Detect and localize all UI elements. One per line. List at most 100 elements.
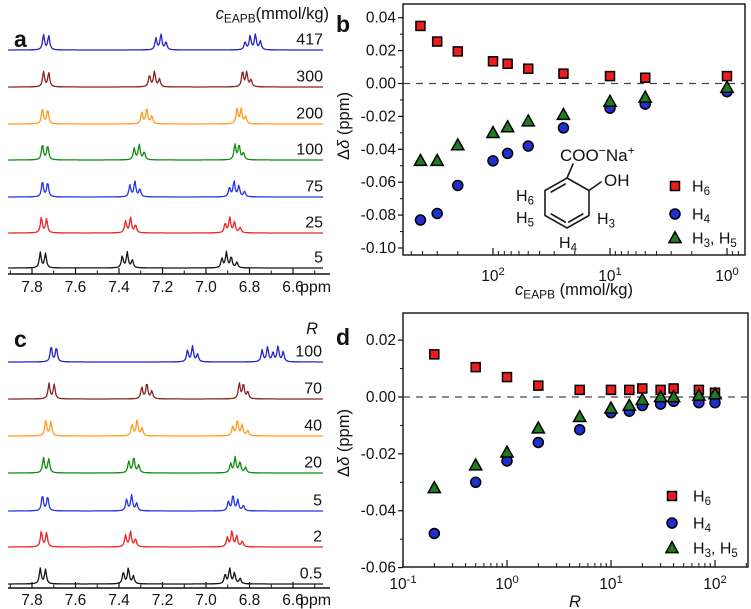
molecule-bond-oh [588, 181, 602, 192]
x-tick-label: 7.2 [152, 592, 174, 609]
x-tick-label: 7.8 [21, 592, 43, 609]
data-point-h6 [522, 63, 534, 74]
data-point-h3h5 [602, 93, 618, 107]
legend-marker-h6 [669, 180, 681, 192]
data-point-h3h5 [653, 389, 669, 403]
nmr-spectrum-417 [8, 33, 323, 51]
panel-letter-d: d [336, 324, 350, 350]
panel-c-title: R [306, 320, 318, 338]
data-point-h4 [452, 179, 464, 192]
data-point-h6 [637, 383, 648, 394]
data-point-h3h5 [556, 106, 571, 121]
data-point-h3h5 [634, 392, 650, 406]
spectrum-label-5: 5 [313, 493, 322, 510]
legend-label-h4: H4 [693, 516, 712, 536]
y-axis-label: Δδ (ppm) [335, 409, 353, 477]
data-point-h6 [558, 68, 569, 79]
spectrum-label-40: 40 [304, 418, 322, 435]
data-point-h4 [557, 122, 570, 134]
spectrum-label-5: 5 [314, 250, 323, 267]
nmr-spectrum-100 [8, 143, 323, 161]
data-point-h4 [522, 140, 534, 152]
spectrum-label-25: 25 [305, 215, 323, 232]
x-tick-label: 7.8 [21, 279, 43, 296]
y-tick-label: -0.08 [361, 207, 396, 224]
data-point-h3h5 [621, 397, 637, 411]
legend-marker-h3h5 [667, 230, 683, 244]
data-point-h3h5 [485, 125, 501, 139]
legend-label-h3h5: H3, H5 [693, 541, 738, 561]
data-point-h4 [487, 155, 499, 167]
x-axis-label: cEAPB (mmol/kg) [515, 281, 633, 300]
data-point-h6 [470, 361, 481, 373]
nmr-spectrum-100 [8, 344, 323, 363]
data-point-h3h5 [468, 457, 484, 471]
nmr-spectrum-2 [8, 530, 323, 548]
nmr-spectrum-5 [8, 250, 323, 269]
spectrum-label-100: 100 [295, 344, 322, 361]
molecule-label-h6: H6 [516, 188, 534, 208]
spectrum-label-200: 200 [296, 106, 323, 123]
x-tick-label: 100 [495, 574, 518, 593]
nmr-spectrum-70 [8, 382, 323, 400]
x-tick-label: 101 [598, 266, 621, 285]
molecule-bond-coo [566, 163, 574, 179]
spectrum-label-75: 75 [305, 179, 323, 196]
data-point-h3h5 [666, 389, 681, 403]
y-tick-label: -0.02 [361, 108, 396, 125]
data-point-h6 [415, 20, 426, 32]
molecule-label-coona: COO−Na+ [560, 144, 635, 165]
data-point-h3h5 [450, 137, 466, 151]
data-point-h6 [605, 384, 617, 396]
panel-a-title: cEAPB(mmol/kg) [216, 5, 329, 26]
nmr-spectrum-25 [8, 216, 323, 234]
panel-d: d 10-1 100 101 102 0.02 0.00 -0.02 -0.04 -0.06 Δδ … [335, 312, 749, 609]
data-point-h6 [574, 384, 585, 396]
y-tick-label: -0.04 [361, 503, 397, 520]
y-tick-label: -0.06 [361, 174, 396, 191]
nmr-spectrum-300 [8, 70, 323, 88]
data-point-h4 [573, 423, 586, 436]
data-point-h3h5 [572, 409, 588, 423]
data-point-h3h5 [500, 119, 515, 133]
data-point-h3h5 [707, 386, 723, 400]
x-tick-label: 6.8 [239, 279, 261, 296]
data-point-h3h5 [413, 152, 428, 167]
y-tick-label: 0.00 [366, 76, 397, 93]
data-point-h4 [428, 527, 441, 540]
legend-marker-h3h5 [664, 540, 680, 554]
data-point-h6 [502, 58, 513, 70]
legend-label-h6: H6 [693, 489, 711, 509]
ppm-unit-label: ppm [300, 279, 330, 296]
data-point-h6 [452, 46, 464, 57]
legend-label-h3h5: H3, H5 [692, 231, 737, 251]
data-point-h3h5 [637, 89, 653, 103]
nmr-spectrum-0.5 [8, 567, 323, 585]
molecule-label-h4: H4 [559, 235, 578, 255]
data-point-h6 [721, 70, 733, 82]
data-point-h3h5 [603, 400, 619, 414]
spectrum-label-100: 100 [296, 142, 323, 159]
legend-label-h4: H4 [692, 207, 711, 227]
y-tick-label: 0.02 [366, 43, 396, 60]
y-tick-label: -0.10 [361, 240, 397, 257]
data-point-h6 [533, 380, 544, 391]
spectrum-label-300: 300 [296, 69, 323, 86]
data-point-h3h5 [520, 113, 536, 127]
x-tick-label: 102 [481, 266, 504, 285]
molecule-double-bond [550, 213, 566, 223]
data-point-h6 [429, 349, 440, 360]
x-tick-label: 7.0 [195, 279, 217, 296]
panel-b: b 102 101 100 0.04 0.02 0.00 -0.02 -0.04 -0.06 -0.… [335, 3, 746, 300]
nmr-spectrum-200 [8, 107, 323, 125]
data-point-h3h5 [530, 420, 546, 434]
spectrum-label-417: 417 [296, 32, 323, 49]
data-point-h3h5 [691, 387, 707, 401]
x-tick-label: 101 [599, 574, 622, 593]
x-tick-label: 7.6 [65, 279, 87, 296]
data-point-h6 [624, 384, 635, 396]
x-tick-label: 7.0 [195, 592, 217, 609]
x-tick-label: 100 [715, 266, 738, 285]
spectrum-label-2: 2 [313, 529, 322, 546]
